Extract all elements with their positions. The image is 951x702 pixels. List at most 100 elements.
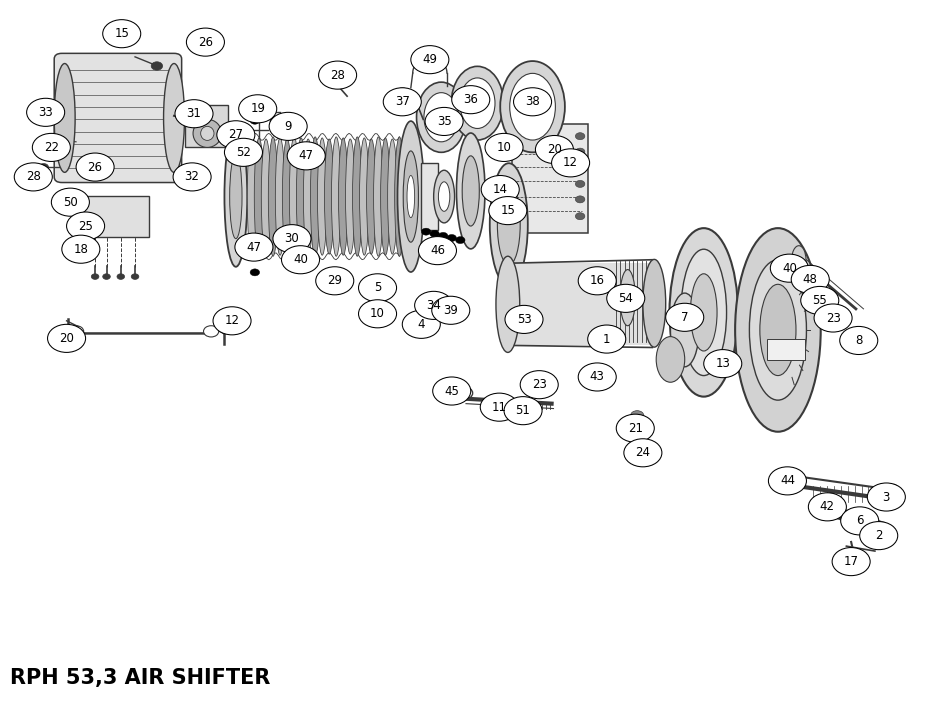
Ellipse shape: [496, 256, 519, 352]
Ellipse shape: [229, 154, 242, 239]
Text: 12: 12: [563, 157, 578, 169]
Text: 47: 47: [246, 241, 262, 253]
Circle shape: [91, 274, 99, 279]
Ellipse shape: [345, 139, 355, 254]
Circle shape: [832, 548, 870, 576]
Circle shape: [814, 304, 852, 332]
Text: 10: 10: [370, 307, 385, 320]
Circle shape: [67, 212, 105, 240]
Ellipse shape: [403, 151, 418, 242]
Text: 7: 7: [681, 311, 689, 324]
Text: 12: 12: [224, 314, 240, 327]
Text: 3: 3: [883, 491, 890, 503]
Circle shape: [456, 237, 465, 244]
Ellipse shape: [620, 270, 635, 326]
Circle shape: [867, 483, 905, 511]
Ellipse shape: [289, 137, 299, 256]
Ellipse shape: [670, 293, 699, 366]
Ellipse shape: [310, 137, 320, 256]
Ellipse shape: [643, 259, 666, 347]
Ellipse shape: [282, 139, 292, 254]
FancyBboxPatch shape: [508, 263, 652, 345]
Ellipse shape: [735, 228, 821, 432]
Text: 42: 42: [820, 501, 835, 513]
Circle shape: [575, 196, 585, 203]
Circle shape: [76, 153, 114, 181]
Circle shape: [250, 117, 260, 124]
Text: 43: 43: [590, 371, 605, 383]
Text: 15: 15: [500, 204, 515, 217]
Text: 40: 40: [782, 262, 797, 274]
Circle shape: [430, 230, 439, 237]
Text: 37: 37: [395, 95, 410, 108]
Text: 34: 34: [426, 299, 441, 312]
Circle shape: [217, 121, 255, 149]
Circle shape: [14, 163, 52, 191]
Text: 20: 20: [59, 332, 74, 345]
Circle shape: [489, 197, 527, 225]
Text: 4: 4: [417, 318, 425, 331]
Ellipse shape: [749, 260, 806, 400]
Circle shape: [575, 133, 585, 140]
Text: 15: 15: [114, 27, 129, 40]
Ellipse shape: [510, 74, 555, 140]
Circle shape: [631, 411, 644, 420]
Circle shape: [768, 467, 806, 495]
Text: 14: 14: [493, 183, 508, 196]
Ellipse shape: [54, 64, 75, 172]
Ellipse shape: [380, 138, 390, 256]
Text: 9: 9: [284, 120, 292, 133]
Text: 23: 23: [532, 378, 547, 391]
Ellipse shape: [339, 138, 348, 256]
Circle shape: [520, 371, 558, 399]
Circle shape: [224, 138, 262, 166]
Text: 38: 38: [525, 95, 540, 108]
Ellipse shape: [760, 284, 796, 376]
Ellipse shape: [398, 121, 424, 272]
Circle shape: [359, 300, 397, 328]
Circle shape: [204, 326, 219, 337]
Circle shape: [826, 503, 840, 513]
Ellipse shape: [324, 139, 334, 254]
Circle shape: [575, 164, 585, 171]
Ellipse shape: [395, 137, 404, 256]
Circle shape: [117, 274, 125, 279]
Circle shape: [51, 188, 89, 216]
FancyBboxPatch shape: [421, 163, 438, 230]
Ellipse shape: [193, 119, 222, 147]
Ellipse shape: [164, 64, 184, 172]
Text: 30: 30: [284, 232, 300, 245]
Circle shape: [213, 307, 251, 335]
Circle shape: [319, 61, 357, 89]
Circle shape: [704, 350, 742, 378]
Text: 50: 50: [63, 196, 78, 208]
Ellipse shape: [268, 137, 278, 256]
Ellipse shape: [490, 164, 528, 286]
Text: 29: 29: [327, 274, 342, 287]
Ellipse shape: [297, 138, 306, 256]
Circle shape: [438, 232, 448, 239]
Circle shape: [808, 493, 846, 521]
Circle shape: [281, 246, 320, 274]
Ellipse shape: [201, 126, 214, 140]
Ellipse shape: [690, 274, 717, 351]
Ellipse shape: [497, 185, 520, 265]
Circle shape: [62, 235, 100, 263]
Text: 31: 31: [186, 107, 202, 120]
Ellipse shape: [247, 137, 257, 256]
Circle shape: [433, 377, 471, 405]
FancyBboxPatch shape: [81, 196, 149, 237]
Circle shape: [481, 176, 519, 204]
Circle shape: [39, 164, 49, 171]
Text: 21: 21: [628, 422, 643, 435]
Circle shape: [575, 148, 585, 155]
Text: 19: 19: [250, 102, 265, 115]
Circle shape: [578, 267, 616, 295]
Circle shape: [552, 149, 590, 177]
Circle shape: [504, 397, 542, 425]
Ellipse shape: [784, 472, 795, 490]
Ellipse shape: [388, 139, 398, 254]
Ellipse shape: [791, 246, 805, 274]
Circle shape: [841, 507, 879, 535]
FancyBboxPatch shape: [185, 105, 228, 147]
